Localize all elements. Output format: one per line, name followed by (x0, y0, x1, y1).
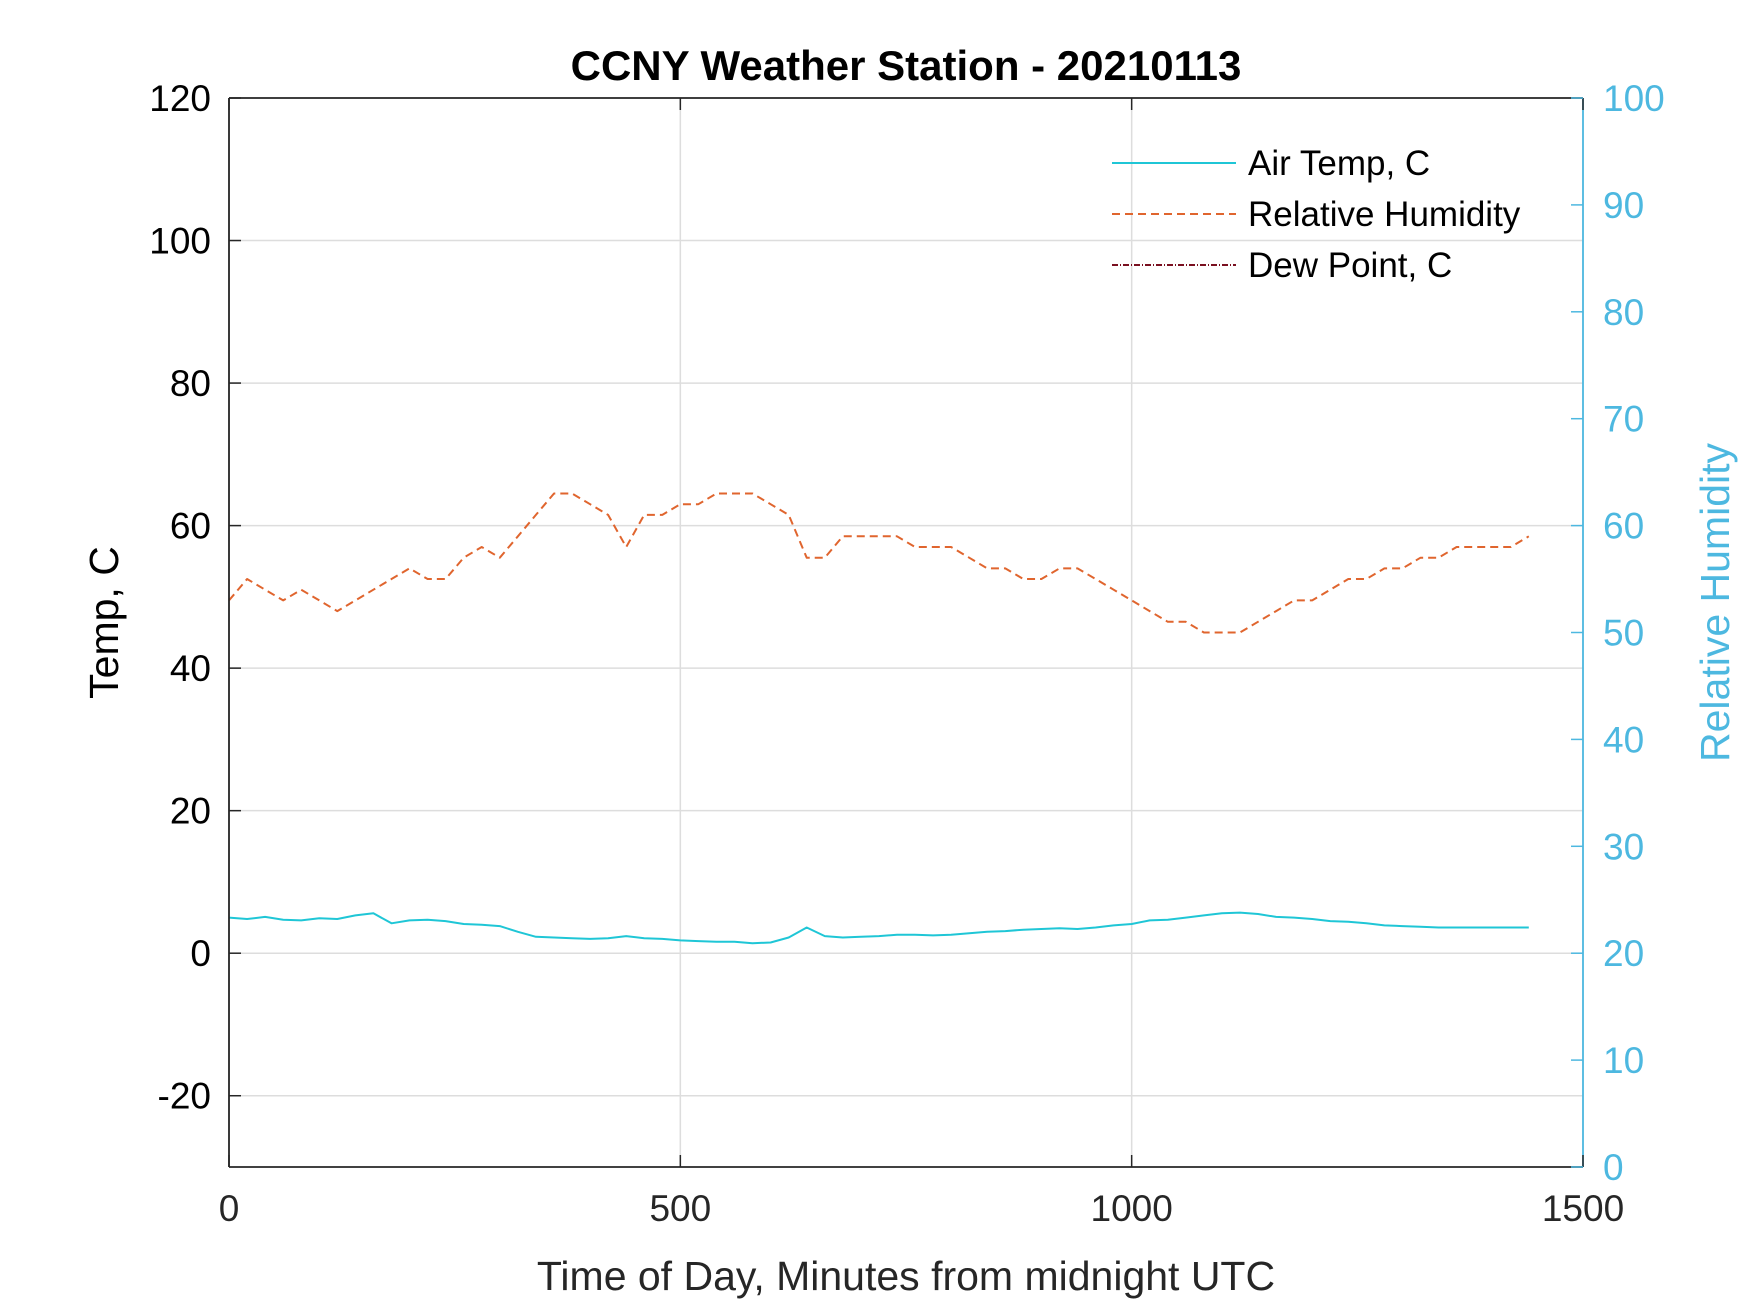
legend: Air Temp, C Relative Humidity Dew Point,… (1112, 144, 1521, 285)
x-tick-label: 1500 (1542, 1188, 1624, 1229)
x-tick-label: 1000 (1091, 1188, 1173, 1229)
legend-label-dew-point: Dew Point, C (1248, 246, 1452, 285)
right-y-axis-title: Relative Humidity (1692, 443, 1738, 762)
x-axis-title: Time of Day, Minutes from midnight UTC (537, 1253, 1275, 1299)
right-y-tick-label: 30 (1603, 826, 1644, 867)
x-tick-label: 500 (649, 1188, 711, 1229)
right-y-tick-label: 100 (1603, 78, 1665, 119)
left-y-tick-label: 60 (170, 506, 211, 547)
right-y-tick-label: 0 (1603, 1147, 1624, 1188)
right-y-tick-label: 40 (1603, 719, 1644, 760)
series-line-relative-humidity (228, 492, 1530, 634)
right-y-tick-label: 80 (1603, 292, 1644, 333)
chart-title: CCNY Weather Station - 20210113 (571, 42, 1242, 89)
left-y-tick-label: 80 (170, 363, 211, 404)
left-y-axis-ticks: -20 0 20 40 60 80 100 120 (149, 78, 241, 1117)
x-tick-label: 0 (219, 1188, 240, 1229)
left-y-tick-label: 40 (170, 648, 211, 689)
left-y-tick-label: 0 (190, 933, 211, 974)
right-y-tick-label: 60 (1603, 506, 1644, 547)
right-y-tick-label: 10 (1603, 1040, 1644, 1081)
x-axis-ticks: 0 500 1000 1500 (219, 98, 1624, 1229)
right-y-tick-label: 50 (1603, 613, 1644, 654)
right-y-tick-label: 90 (1603, 185, 1644, 226)
right-y-axis-ticks: 0 10 20 30 40 50 60 70 80 90 100 (1571, 78, 1665, 1188)
right-y-tick-label: 20 (1603, 933, 1644, 974)
series-line-air-temp-c (228, 911, 1529, 945)
left-y-tick-label: 100 (149, 221, 211, 262)
left-y-tick-label: 120 (149, 78, 211, 119)
legend-label-relative-humidity: Relative Humidity (1248, 195, 1521, 234)
right-y-tick-label: 70 (1603, 399, 1644, 440)
left-y-axis-title: Temp, C (81, 546, 127, 699)
legend-label-air-temp: Air Temp, C (1248, 144, 1430, 183)
left-y-tick-label: -20 (158, 1076, 211, 1117)
left-y-tick-label: 20 (170, 791, 211, 832)
series-layer (228, 492, 1530, 945)
y-gridlines (229, 97, 1583, 1097)
